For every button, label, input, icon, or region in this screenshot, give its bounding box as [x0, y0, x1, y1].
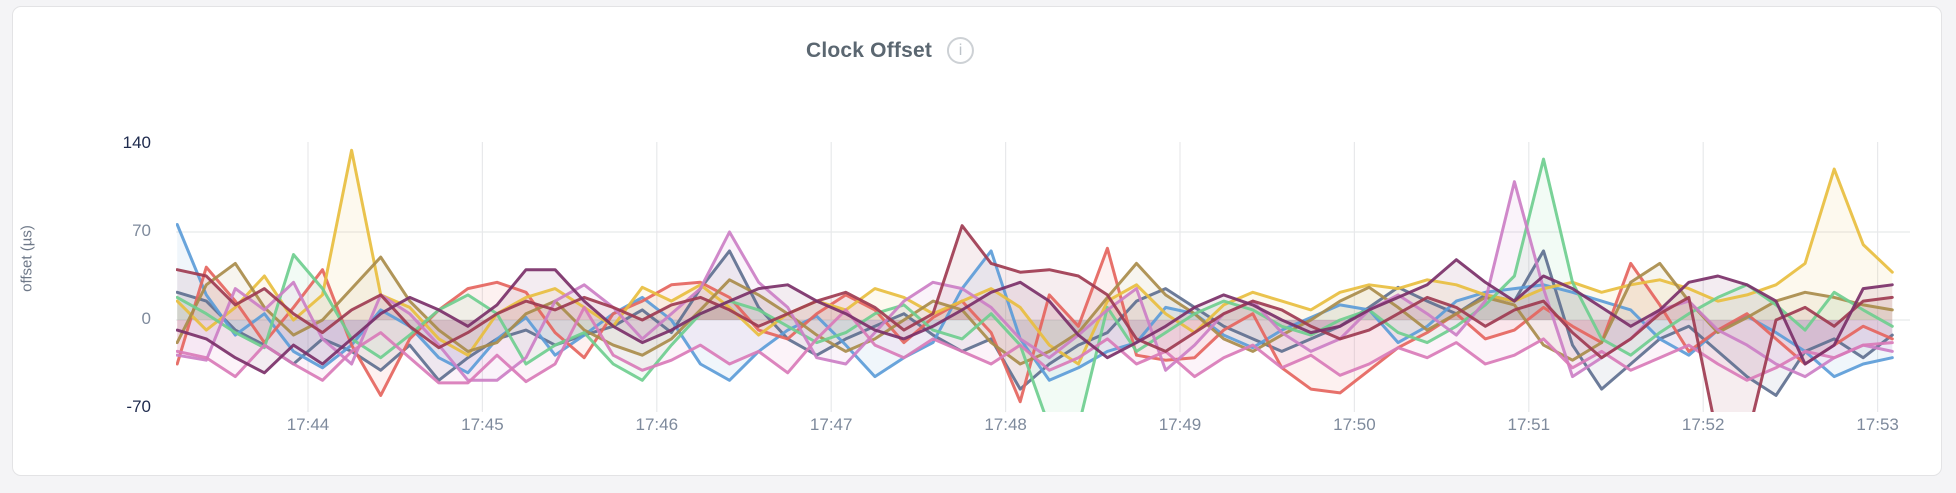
x-tick-label: 17:45: [461, 415, 504, 434]
y-tick-label: 70: [132, 221, 151, 240]
series-line-plum: [176, 258, 1894, 375]
x-tick-label: 17:50: [1333, 415, 1376, 434]
chart-title: Clock Offset: [805, 38, 933, 62]
y-tick-label: 0: [141, 309, 151, 328]
x-tick-label: 17:44: [286, 415, 330, 434]
clock-offset-chart[interactable]: [13, 7, 1956, 493]
chart-header: Clock Offset i: [805, 37, 975, 64]
series-line-green: [176, 157, 1894, 412]
series-line-gold: [176, 148, 1894, 366]
y-tick-label: -70: [126, 397, 151, 416]
x-tick-label: 17:49: [1158, 415, 1202, 434]
series-lines: [176, 148, 1894, 412]
x-tick-label: 17:46: [635, 415, 679, 434]
chart-card: Clock Offset i offset (µs) 140 70 0 -70 17:…: [12, 6, 1942, 476]
series-line-slate: [176, 249, 1894, 397]
series-area-maroon: [177, 225, 1893, 412]
x-tick-label: 17:51: [1507, 415, 1551, 434]
x-tick-label: 17:53: [1856, 415, 1899, 434]
series-area-green: [177, 159, 1893, 412]
series-area-olive: [177, 257, 1893, 364]
info-icon[interactable]: i: [947, 37, 975, 64]
x-tick-label: 17:47: [809, 415, 853, 434]
y-tick-label: 140: [122, 133, 151, 152]
x-tick-label: 17:52: [1681, 415, 1725, 434]
x-tick-label: 17:48: [984, 415, 1027, 434]
series-line-maroon: [176, 224, 1894, 412]
series-area-slate: [177, 250, 1893, 396]
